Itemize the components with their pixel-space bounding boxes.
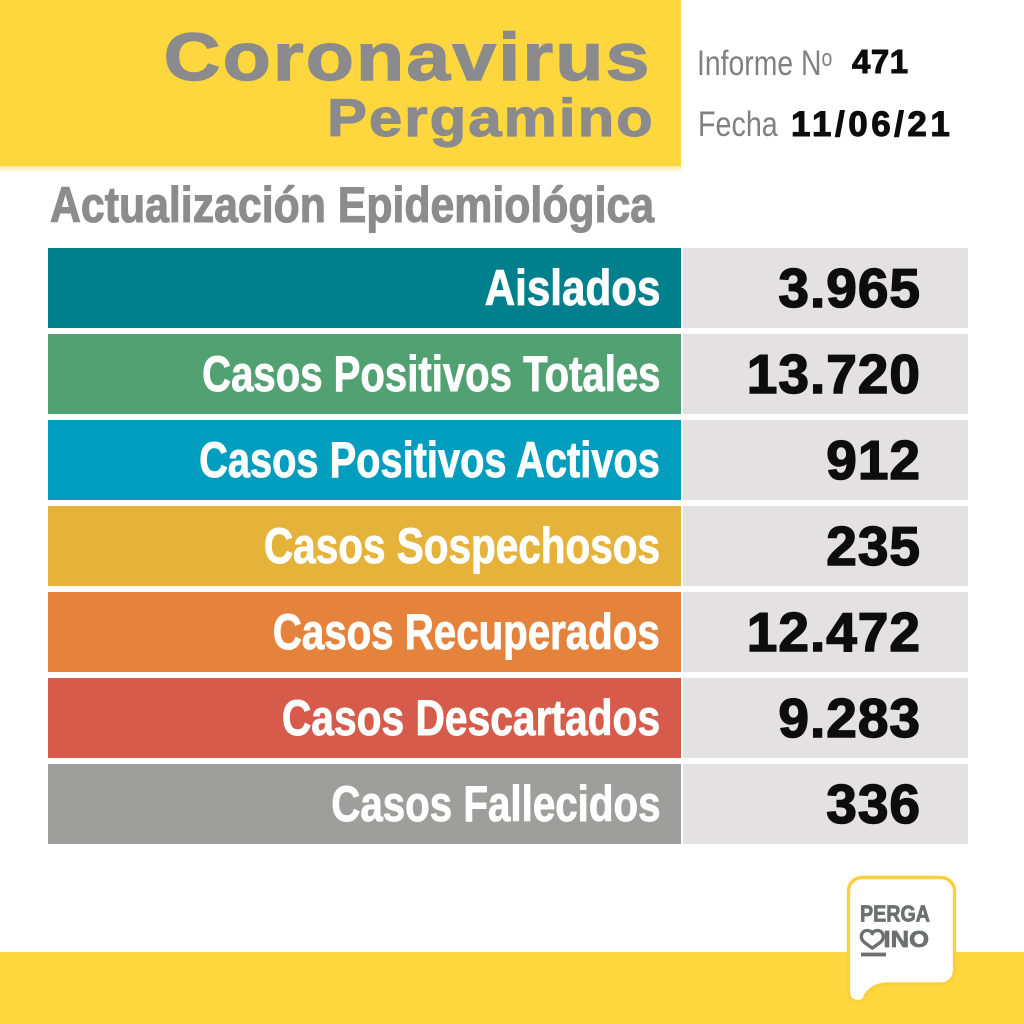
svg-text:PERGA: PERGA <box>860 901 930 927</box>
svg-text:INO: INO <box>884 926 930 952</box>
